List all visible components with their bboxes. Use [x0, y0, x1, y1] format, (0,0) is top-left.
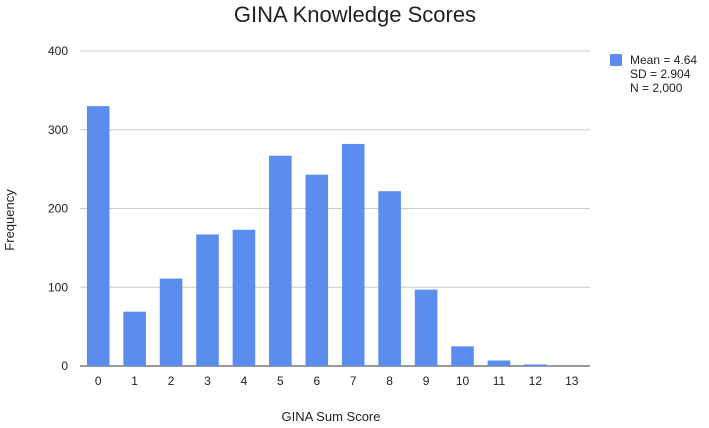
- bar-7: [341, 143, 365, 366]
- x-tick-label: 5: [277, 374, 284, 388]
- bar-2: [159, 278, 183, 366]
- x-tick-labels: 0 1 2 3 4 5 6 7 8 9 10 11 12 13: [95, 374, 579, 388]
- y-tick-label: 200: [48, 202, 68, 216]
- x-tick-label: 8: [386, 374, 393, 388]
- bar-4: [232, 229, 256, 366]
- x-tick-label: 10: [456, 374, 470, 388]
- x-tick-label: 9: [423, 374, 430, 388]
- legend: Mean = 4.64 SD = 2.904 N = 2,000: [610, 53, 697, 95]
- legend-label: Mean = 4.64 SD = 2.904 N = 2,000: [630, 53, 697, 95]
- bar-5: [269, 155, 292, 366]
- legend-line: Mean = 4.64: [630, 53, 697, 67]
- bar-10: [451, 346, 474, 366]
- x-tick-label: 0: [95, 374, 102, 388]
- x-tick-label: 13: [565, 374, 579, 388]
- y-tick-label: 100: [48, 280, 68, 294]
- chart-title: GINA Knowledge Scores: [234, 2, 476, 27]
- x-tick-label: 2: [168, 374, 175, 388]
- y-tick-label: 400: [48, 44, 68, 58]
- x-tick-label: 12: [529, 374, 543, 388]
- x-tick-label: 3: [204, 374, 211, 388]
- legend-line: N = 2,000: [630, 81, 683, 95]
- y-tick-label: 300: [48, 123, 68, 137]
- legend-line: SD = 2.904: [630, 67, 691, 81]
- bar-12: [524, 364, 547, 366]
- bar-1: [123, 311, 146, 366]
- legend-swatch: [610, 54, 622, 66]
- x-tick-label: 4: [241, 374, 248, 388]
- bars: [86, 106, 547, 366]
- y-tick-labels: 0 100 200 300 400: [48, 44, 68, 373]
- x-tick-label: 7: [350, 374, 357, 388]
- x-tick-label: 1: [131, 374, 138, 388]
- bar-3: [196, 234, 219, 366]
- bar-6: [305, 174, 329, 366]
- x-tick-label: 6: [313, 374, 320, 388]
- y-axis-label: Frequency: [2, 189, 17, 251]
- grid-lines: [80, 50, 590, 367]
- x-tick-label: 11: [493, 374, 506, 388]
- x-axis-label: GINA Sum Score: [282, 409, 381, 424]
- bar-11: [487, 360, 511, 366]
- bar-8: [378, 191, 401, 366]
- y-tick-label: 0: [61, 359, 68, 373]
- bar-0: [86, 106, 110, 366]
- bar-9: [414, 289, 438, 366]
